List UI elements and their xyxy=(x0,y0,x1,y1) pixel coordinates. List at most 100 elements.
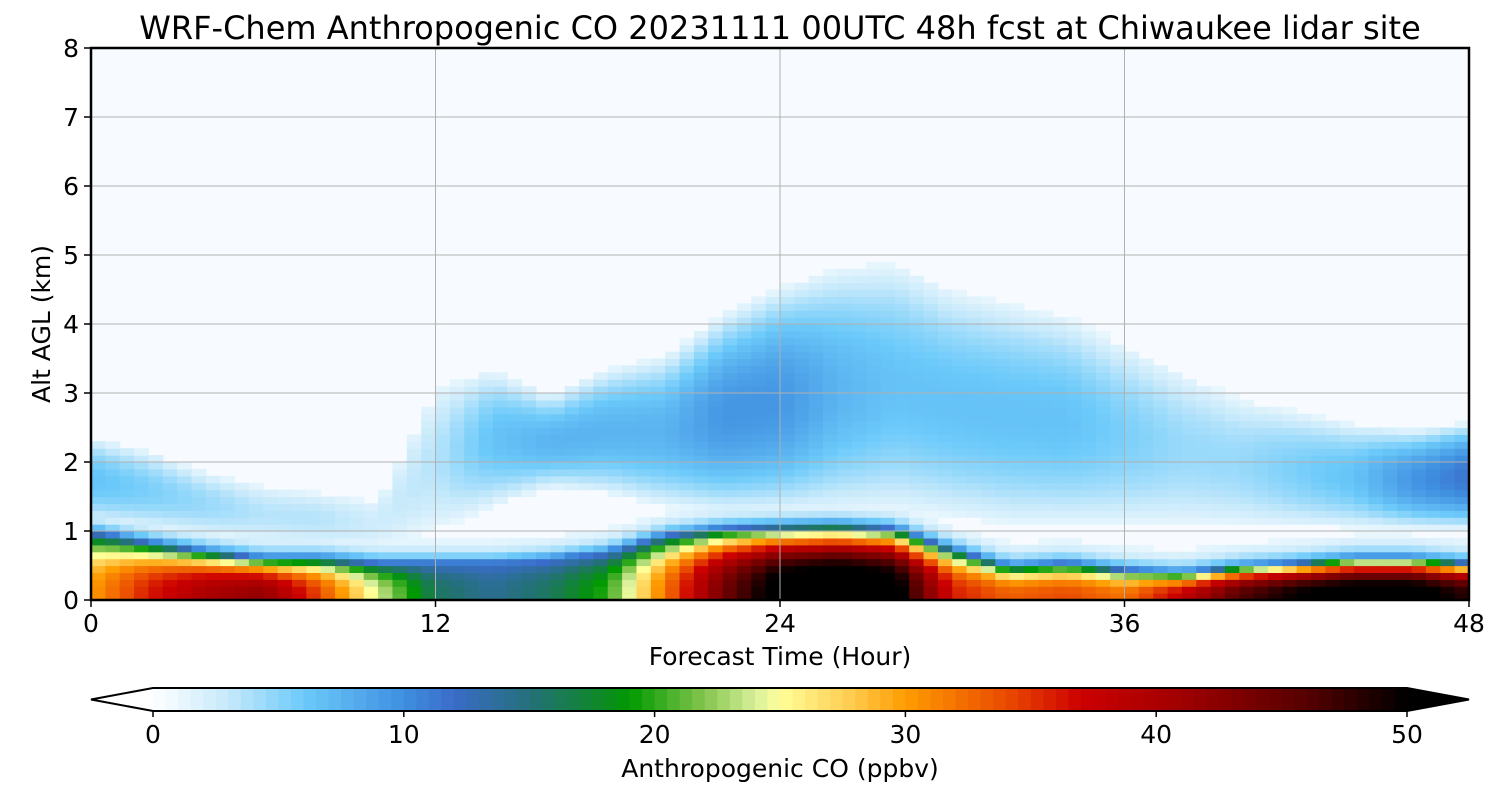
heatmap-cell xyxy=(1411,579,1427,587)
colorbar-segment xyxy=(479,688,493,711)
heatmap-cell xyxy=(148,503,164,511)
heatmap-cell xyxy=(1052,586,1068,594)
heatmap-cell xyxy=(119,572,135,580)
heatmap-cell xyxy=(995,324,1011,332)
heatmap-cell xyxy=(980,537,996,546)
heatmap-cell xyxy=(1239,434,1255,442)
y-axis-label: Alt AGL (km) xyxy=(27,245,56,403)
heatmap-cell xyxy=(794,330,810,339)
heatmap-cell xyxy=(665,413,681,422)
heatmap-cell xyxy=(736,593,752,600)
heatmap-cell xyxy=(1382,517,1398,525)
heatmap-cell xyxy=(952,503,968,511)
heatmap-cell xyxy=(478,468,494,477)
heatmap-cell xyxy=(435,517,451,525)
heatmap-cell xyxy=(650,448,666,456)
x-tick-label: 36 xyxy=(1109,609,1141,638)
heatmap-cell xyxy=(823,531,839,539)
heatmap-cell xyxy=(464,393,480,401)
heatmap-cell xyxy=(1210,399,1226,408)
heatmap-cell xyxy=(679,593,695,600)
heatmap-cell xyxy=(464,434,480,442)
heatmap-cell xyxy=(421,413,437,422)
heatmap-cell xyxy=(464,462,480,470)
heatmap-cell xyxy=(507,399,523,408)
heatmap-cell xyxy=(234,579,250,587)
heatmap-cell xyxy=(607,413,623,422)
heatmap-cell xyxy=(1167,586,1183,594)
heatmap-cell xyxy=(1024,558,1039,567)
heatmap-cell xyxy=(780,317,795,325)
heatmap-cell xyxy=(866,551,882,560)
heatmap-cell xyxy=(636,434,652,442)
heatmap-cell xyxy=(980,317,996,325)
heatmap-cell xyxy=(1425,558,1441,567)
heatmap-cell xyxy=(406,434,422,442)
heatmap-cell xyxy=(234,565,250,573)
colorbar-segment xyxy=(842,688,856,711)
heatmap-cell xyxy=(708,372,724,380)
heatmap-cell xyxy=(105,517,121,525)
heatmap-cell xyxy=(966,544,982,553)
heatmap-cell xyxy=(205,489,221,498)
heatmap-cell xyxy=(1440,448,1456,456)
heatmap-cell xyxy=(780,337,795,346)
heatmap-cell xyxy=(966,310,982,318)
heatmap-cell xyxy=(1397,593,1413,600)
heatmap-cell xyxy=(995,344,1011,353)
heatmap-cell xyxy=(837,565,853,573)
heatmap-cell xyxy=(550,413,566,422)
heatmap-cell xyxy=(1425,427,1441,435)
heatmap-cell xyxy=(636,372,652,380)
heatmap-cell xyxy=(923,510,939,518)
heatmap-cell xyxy=(665,544,681,553)
heatmap-cell xyxy=(937,379,953,387)
heatmap-cell xyxy=(1239,448,1255,456)
heatmap-cell xyxy=(1124,372,1140,380)
heatmap-cell xyxy=(937,310,953,318)
heatmap-cell xyxy=(1138,558,1154,567)
heatmap-cell xyxy=(1354,503,1370,511)
heatmap-cell xyxy=(435,427,451,435)
heatmap-cell xyxy=(823,365,839,373)
heatmap-cell xyxy=(1196,434,1212,442)
heatmap-cell xyxy=(564,468,580,477)
heatmap-cell xyxy=(335,551,350,560)
heatmap-cell xyxy=(464,558,480,567)
heatmap-cell xyxy=(119,537,135,546)
heatmap-cell xyxy=(464,406,480,415)
heatmap-cell xyxy=(1311,551,1327,560)
heatmap-cell xyxy=(894,296,910,304)
heatmap-cell xyxy=(1067,393,1083,401)
heatmap-cell xyxy=(119,579,135,587)
heatmap-cell xyxy=(1052,475,1068,484)
heatmap-cell xyxy=(1354,441,1370,449)
heatmap-cell xyxy=(679,572,695,580)
heatmap-cell xyxy=(995,399,1011,408)
heatmap-cell xyxy=(134,462,150,470)
colorbar-segment xyxy=(1193,688,1207,711)
heatmap-cell xyxy=(607,475,623,484)
heatmap-cell xyxy=(1368,434,1384,442)
heatmap-cell xyxy=(995,475,1011,484)
heatmap-cell xyxy=(650,406,666,415)
heatmap-cell xyxy=(1024,551,1039,560)
heatmap-cell xyxy=(866,317,882,325)
heatmap-cell xyxy=(995,379,1011,387)
heatmap-cell xyxy=(693,372,709,380)
heatmap-cell xyxy=(751,593,767,600)
heatmap-cell xyxy=(966,406,982,415)
heatmap-cell xyxy=(995,310,1011,318)
heatmap-cell xyxy=(765,510,781,518)
heatmap-cell xyxy=(736,324,752,332)
heatmap-cell xyxy=(837,358,853,366)
heatmap-cell xyxy=(177,593,193,600)
heatmap-cell xyxy=(780,475,795,484)
heatmap-cell xyxy=(579,586,594,594)
heatmap-cell xyxy=(392,531,408,539)
heatmap-cell xyxy=(837,427,853,435)
heatmap-cell xyxy=(363,517,379,525)
heatmap-cell xyxy=(1067,386,1083,394)
heatmap-cell xyxy=(1095,358,1111,366)
heatmap-cell xyxy=(1167,372,1183,380)
